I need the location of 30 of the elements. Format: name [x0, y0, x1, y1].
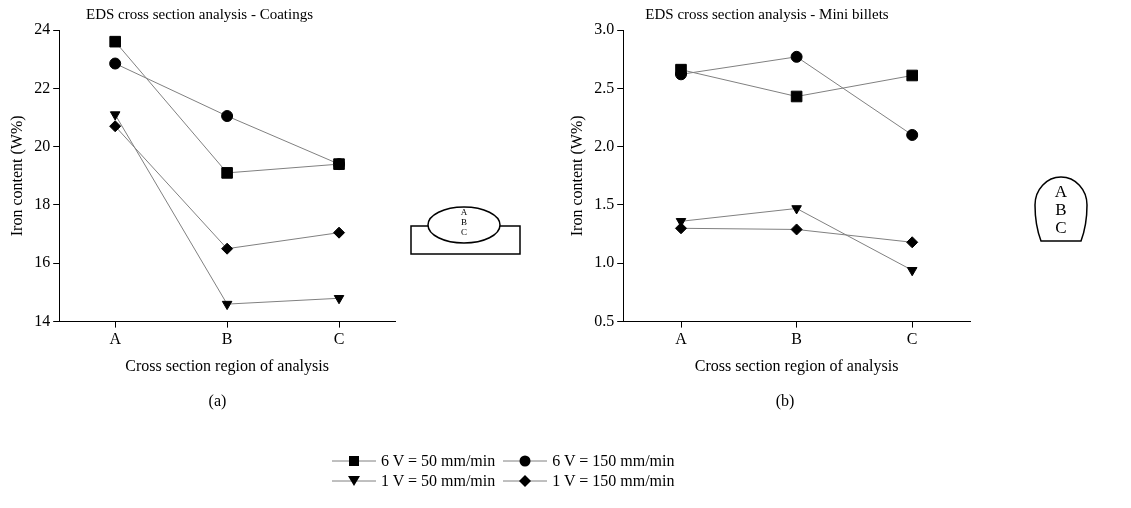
- y-tick-label: 20: [34, 136, 51, 154]
- y-tick-label: 14: [34, 311, 51, 329]
- y-tick-label: 2.5: [594, 78, 615, 96]
- x-axis-title: Cross section region of analysis: [125, 356, 329, 375]
- x-tick-label: B: [221, 330, 233, 348]
- x-tick-label: B: [791, 330, 802, 348]
- y-tick-label: 22: [34, 78, 51, 96]
- y-tick-label: 0.5: [594, 311, 615, 329]
- text: (b): [774, 392, 796, 410]
- legend-label: 1 V = 50 mm/min: [381, 472, 496, 490]
- y-axis-title: Iron content (W%): [7, 115, 26, 237]
- legend-label: 6 V = 50 mm/min: [381, 452, 496, 470]
- y-tick-label: 24: [34, 20, 51, 38]
- y-tick-label: 1.0: [594, 253, 615, 271]
- y-tick-label: 2.0: [594, 136, 615, 154]
- x-tick-label: C: [906, 330, 918, 348]
- y-tick-label: 1.5: [594, 195, 615, 213]
- x-tick-label: A: [109, 330, 122, 348]
- y-axis-title: Iron content (W%): [567, 115, 586, 237]
- legend-label: 6 V = 150 mm/min: [552, 452, 675, 470]
- y-tick-label: 18: [34, 195, 51, 213]
- chart-title: EDS cross section analysis - Mini billets: [645, 5, 889, 22]
- x-tick-label: A: [675, 330, 688, 348]
- x-axis-title: Cross section region of analysis: [694, 356, 899, 375]
- chart-title: EDS cross section analysis - Coatings: [85, 5, 314, 22]
- text: (a): [207, 392, 228, 410]
- y-tick-label: 3.0: [594, 20, 615, 38]
- legend-label: 1 V = 150 mm/min: [552, 472, 675, 490]
- y-tick-label: 16: [34, 253, 51, 271]
- x-tick-label: C: [333, 330, 345, 348]
